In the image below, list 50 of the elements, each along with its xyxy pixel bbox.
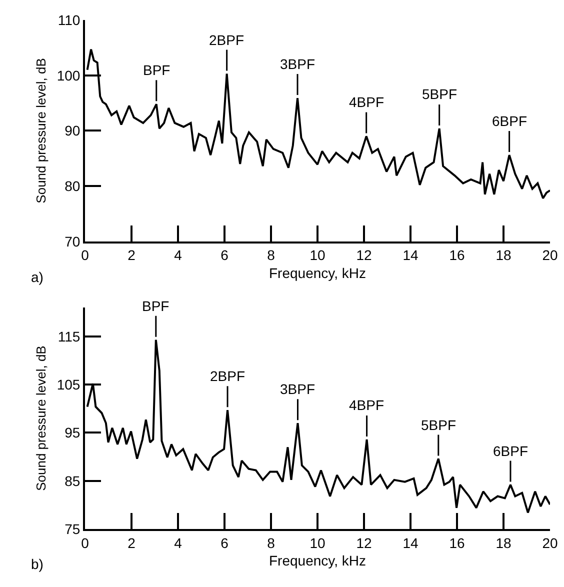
x-tick-label: 10 [310, 247, 326, 264]
annotation: 6BPF [493, 443, 528, 459]
x-tick-label: 18 [496, 534, 512, 551]
x-tick-label: 12 [356, 534, 372, 551]
y-tick-label: 115 [58, 328, 80, 344]
y-tick-label: 85 [64, 472, 80, 489]
x-tick-label: 14 [402, 247, 418, 264]
annotation: 3BPF [280, 56, 316, 72]
annotation: 2BPF [209, 32, 244, 48]
x-tick-label: 20 [542, 247, 558, 264]
y-tick-label: 75 [64, 520, 80, 537]
annotation: 2BPF [210, 368, 246, 384]
x-tick-label: 18 [496, 247, 512, 264]
x-tick-label: 4 [174, 534, 182, 551]
annotation: 5BPF [422, 86, 458, 102]
x-tick-label: 14 [402, 534, 418, 551]
y-axis-title: Sound pressure level, dB [33, 58, 48, 204]
x-tick-label: 2 [128, 534, 136, 551]
annotation: 5BPF [421, 417, 456, 433]
y-tick-label: 95 [64, 424, 80, 441]
x-tick-label: 8 [267, 247, 276, 264]
y-tick-label: 70 [64, 233, 80, 250]
annotation: 4BPF [349, 397, 384, 413]
x-tick-label: 10 [310, 534, 326, 551]
annotation: 4BPF [349, 94, 384, 110]
annotation: BPF [142, 298, 170, 314]
x-tick-label: 6 [220, 534, 229, 551]
x-tick-label: 16 [449, 247, 465, 264]
x-tick-label: 0 [81, 247, 90, 264]
y-tick-label: 105 [56, 376, 80, 392]
y-tick-label: 90 [64, 122, 80, 139]
x-tick-label: 20 [542, 534, 558, 551]
y-tick-label: 100 [56, 67, 80, 84]
y-tick-label: 110 [58, 12, 80, 28]
annotation: 6BPF [492, 113, 528, 129]
x-tick-label: 6 [220, 247, 229, 264]
x-tick-label: 0 [81, 534, 90, 551]
x-axis-title: Frequency, kHz [269, 552, 366, 569]
text: b) [31, 556, 44, 572]
x-axis-title: Frequency, kHz [269, 265, 366, 282]
x-tick-label: 12 [356, 247, 372, 264]
y-axis-title: Sound pressure level, dB [33, 346, 48, 491]
text: a) [31, 269, 44, 285]
y-tick-label: 80 [64, 178, 80, 194]
annotation: 3BPF [280, 381, 316, 397]
x-tick-label: 4 [174, 247, 182, 264]
annotation: BPF [143, 62, 170, 78]
x-tick-label: 8 [267, 534, 276, 551]
x-tick-label: 16 [449, 534, 465, 551]
x-tick-label: 2 [128, 247, 136, 264]
